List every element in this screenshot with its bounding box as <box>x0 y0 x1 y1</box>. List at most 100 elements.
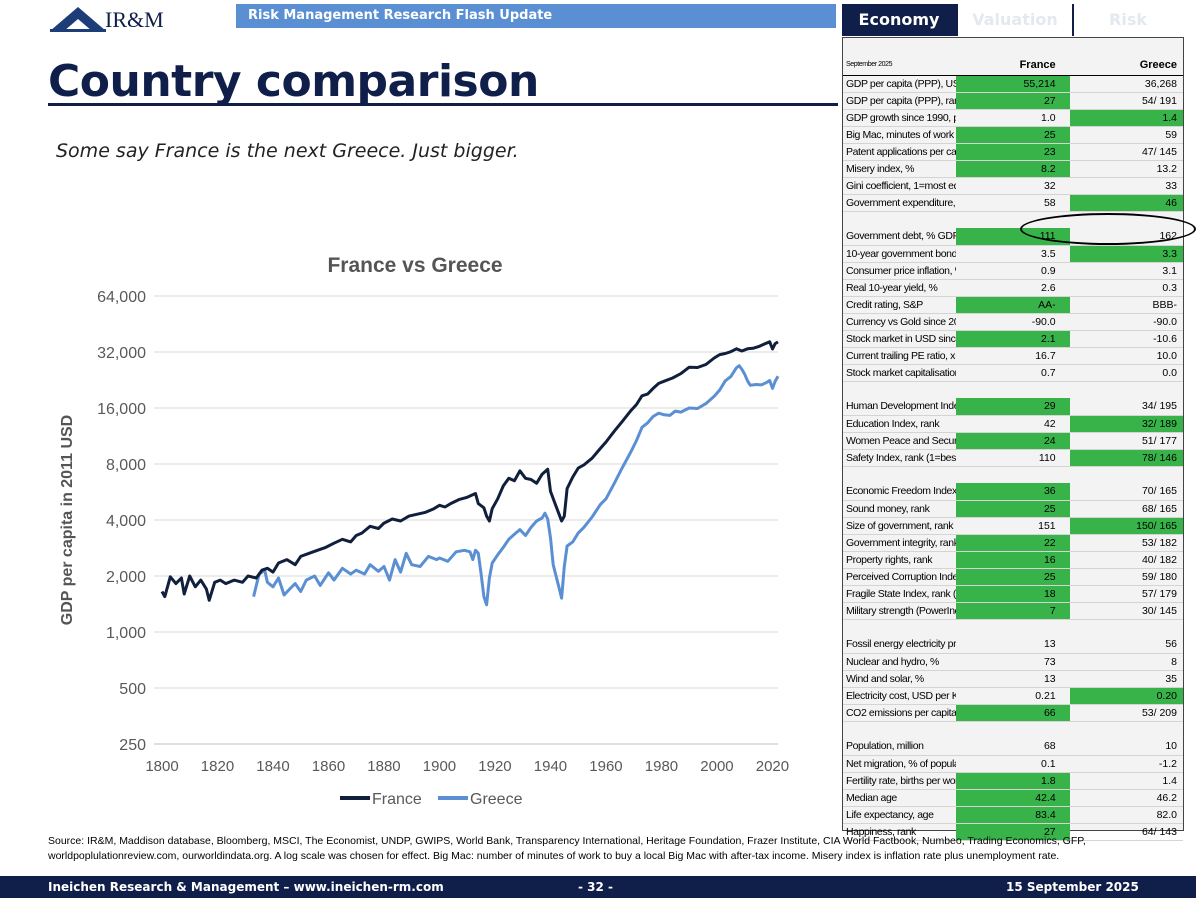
greece-value: 40/ 182 <box>1069 551 1183 569</box>
greece-value: 70/ 165 <box>1069 483 1183 501</box>
greece-value: 64/ 143 <box>1069 823 1183 841</box>
greece-value: 0.3 <box>1069 279 1183 297</box>
france-value: 27 <box>956 823 1070 841</box>
row-label: Property rights, rank <box>843 551 957 569</box>
chart-series <box>160 340 780 607</box>
table-row: Safety Index, rank (1=best) 110 78/ 146 <box>843 449 1183 467</box>
row-label: Electricity cost, USD per KWh <box>843 687 957 705</box>
greece-value: 30/ 145 <box>1069 602 1183 620</box>
france-value: 66 <box>956 704 1070 722</box>
series-line-france <box>160 340 779 602</box>
table-row: Education Index, rank 42 32/ 189 <box>843 415 1183 433</box>
row-label: GDP per capita (PPP), rank <box>843 92 957 110</box>
france-value: 0.9 <box>956 262 1070 280</box>
greece-value: 34/ 195 <box>1069 398 1183 416</box>
france-value: 42 <box>956 415 1070 433</box>
table-spacer-row <box>843 466 1183 483</box>
table-header-row: September 2025 France Greece <box>843 55 1183 76</box>
table-row: GDP per capita (PPP), USD 55,214 36,268 <box>843 75 1183 93</box>
x-tick-label: 1820 <box>201 758 234 775</box>
y-tick-label: 64,000 <box>97 289 146 306</box>
report-banner: Risk Management Research Flash Update <box>236 4 836 28</box>
row-label: Fragile State Index, rank (1=best) <box>843 585 957 603</box>
table-row: Sound money, rank 25 68/ 165 <box>843 500 1183 518</box>
france-value: 16 <box>956 551 1070 569</box>
x-axis-ticks: 1800 1820 1840 1860 1880 1900 1920 1940 1960 1980… <box>145 758 789 775</box>
x-tick-label: 1900 <box>423 758 456 775</box>
row-label: Economic Freedom Index, rank <box>843 483 957 501</box>
france-value: 2.6 <box>956 279 1070 297</box>
title-divider <box>48 103 838 106</box>
table-row: Consumer price inflation, % 0.9 3.1 <box>843 262 1183 280</box>
row-label: 10-year government bond yield, % <box>843 245 957 263</box>
row-label: Government debt, % GDP <box>843 228 957 246</box>
row-label: Nuclear and hydro, % <box>843 653 957 671</box>
greece-value: 32/ 189 <box>1069 415 1183 433</box>
greece-value: 59/ 180 <box>1069 568 1183 586</box>
greece-value: 1.4 <box>1069 772 1183 790</box>
france-value: 25 <box>956 126 1070 144</box>
tab-risk[interactable]: Risk <box>1072 4 1182 36</box>
table-row: Electricity cost, USD per KWh0.210.20 <box>843 687 1183 705</box>
france-value: 27 <box>956 92 1070 110</box>
greece-value: 53/ 209 <box>1069 704 1183 722</box>
series-line-greece <box>252 364 780 607</box>
source-note: Source: IR&M, Maddison database, Bloombe… <box>48 835 1086 862</box>
table-row: Wind and solar, % 13 35 <box>843 670 1183 688</box>
table-gap-cell <box>843 38 1183 55</box>
tab-economy[interactable]: Economy <box>842 4 956 36</box>
greece-value: 51/ 177 <box>1069 432 1183 450</box>
france-value: 2.1 <box>956 330 1070 348</box>
tab-valuation[interactable]: Valuation <box>956 4 1072 36</box>
greece-value: 68/ 165 <box>1069 500 1183 518</box>
france-value: 25 <box>956 568 1070 586</box>
row-label: Government expenditure, % GDP <box>843 194 957 212</box>
table-row: Misery index, % 8.2 13.2 <box>843 160 1183 178</box>
france-value: 151 <box>956 517 1070 535</box>
greece-value: 1.4 <box>1069 109 1183 127</box>
row-label: Fossil energy electricity production, % <box>843 636 957 654</box>
y-tick-label: 16,000 <box>97 401 146 418</box>
france-value: 110 <box>956 449 1070 467</box>
table-row: Size of government, rank (1=small)151150… <box>843 517 1183 535</box>
france-value: 13 <box>956 670 1070 688</box>
y-tick-label: 2,000 <box>106 569 146 586</box>
france-value: 1.8 <box>956 772 1070 790</box>
table-row: Happiness, rank 27 64/ 143 <box>843 823 1183 841</box>
greece-value: 36,268 <box>1069 75 1183 93</box>
table-spacer-row <box>843 381 1183 398</box>
row-label: Life expectancy, age <box>843 806 957 824</box>
france-value: 0.1 <box>956 755 1070 773</box>
table-row: 10-year government bond yield, %3.53.3 <box>843 245 1183 263</box>
row-label: Stock market capitalisation vs Nvidia, x <box>843 364 957 382</box>
greece-value: 10 <box>1069 738 1183 756</box>
france-value: 55,214 <box>956 75 1070 93</box>
france-value: 18 <box>956 585 1070 603</box>
row-label: Median age <box>843 789 957 807</box>
table-row: Human Development Index, rank2934/ 195 <box>843 398 1183 416</box>
y-tick-label: 1,000 <box>106 625 146 642</box>
france-value: 7 <box>956 602 1070 620</box>
row-label: Misery index, % <box>843 160 957 178</box>
table-spacer-cell <box>843 619 1183 636</box>
y-axis-label: GDP per capita in 2011 USD <box>59 415 76 625</box>
chart-gridlines <box>154 295 778 689</box>
x-tick-label: 2020 <box>756 758 789 775</box>
x-tick-label: 1880 <box>367 758 400 775</box>
row-label: Currency vs Gold since 2000, % <box>843 313 957 331</box>
row-label: Military strength (PowerIndex), rank <box>843 602 957 620</box>
greece-value: 3.1 <box>1069 262 1183 280</box>
footer-date: 15 September 2025 <box>1006 880 1139 894</box>
greece-value: 47/ 145 <box>1069 143 1183 161</box>
y-tick-label: 32,000 <box>97 345 146 362</box>
row-label: Population, million <box>843 738 957 756</box>
greece-value: 53/ 182 <box>1069 534 1183 552</box>
table-spacer-cell <box>843 381 1183 398</box>
x-tick-label: 1800 <box>145 758 178 775</box>
france-value: 83.4 <box>956 806 1070 824</box>
greece-value: 150/ 165 <box>1069 517 1183 535</box>
row-label: Big Mac, minutes of work <box>843 126 957 144</box>
table-row: Military strength (PowerIndex), rank730/… <box>843 602 1183 620</box>
row-label: GDP per capita (PPP), USD <box>843 75 957 93</box>
row-label: Fertility rate, births per woman <box>843 772 957 790</box>
